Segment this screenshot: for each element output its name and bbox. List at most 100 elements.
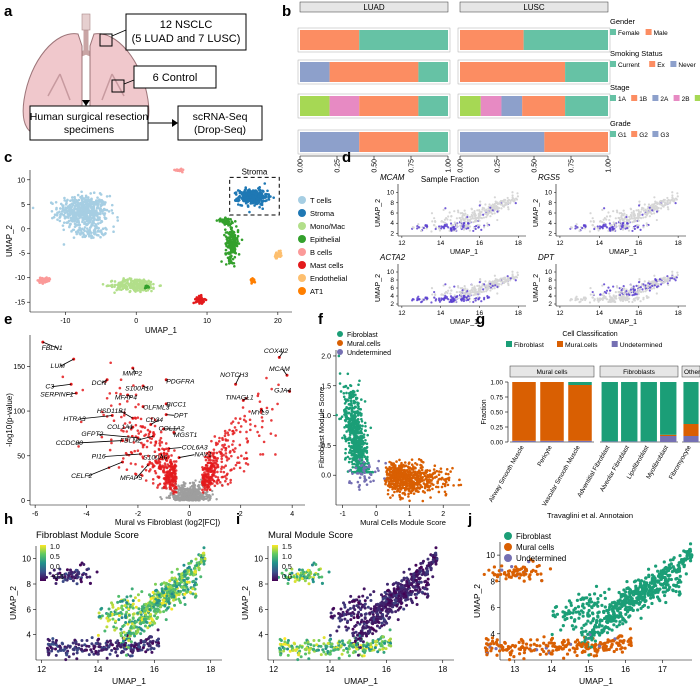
cell-point [675, 276, 678, 279]
gene-point [213, 435, 217, 438]
bar-segment [418, 132, 448, 152]
cell-point [469, 289, 472, 293]
cell-point [444, 207, 447, 210]
cell-point [653, 208, 656, 211]
row-frame [457, 27, 611, 53]
cell-point [653, 284, 656, 287]
cell-point [92, 236, 95, 239]
y-axis-label: UMAP_2 [533, 274, 540, 302]
x-tick-label: 14 [596, 310, 604, 317]
gene-point [230, 422, 233, 425]
gene-point [220, 454, 224, 458]
cell-point [93, 217, 96, 220]
gene-point [169, 480, 173, 483]
gene-point [224, 452, 228, 455]
cell-point [56, 211, 59, 215]
gene-point [109, 404, 113, 407]
cell-point [486, 285, 489, 288]
cell-point [473, 285, 476, 288]
cell-point [84, 200, 87, 204]
cell-point [86, 227, 89, 230]
gene-point [170, 473, 174, 477]
cell-point [225, 231, 229, 234]
gene-point [196, 498, 199, 502]
cell-point [266, 189, 269, 193]
x-axis-label: Mural vs Fibroblast (log2[FC]) [115, 518, 221, 527]
cell-point [503, 198, 506, 201]
cell-point [615, 285, 619, 288]
x-tick-label: 18 [515, 240, 523, 247]
cell-point [150, 289, 153, 293]
cell-point [601, 284, 604, 287]
cell-point [261, 189, 264, 193]
cell-point [629, 288, 633, 291]
y-tick-label: 10 [387, 190, 395, 197]
gene-point [168, 496, 172, 500]
cell-point [625, 213, 628, 217]
gene-point [174, 478, 177, 481]
cell-point [491, 203, 494, 206]
cell-point [446, 291, 449, 295]
cell-point [89, 192, 92, 195]
cell-point [106, 284, 110, 287]
cell-point [589, 287, 592, 290]
gene-point [105, 396, 109, 400]
gene-point [260, 425, 264, 429]
cell-point [596, 225, 599, 228]
gene-label: FBLN1 [42, 345, 63, 352]
cell-point [348, 444, 351, 448]
cell-point [589, 293, 592, 296]
y-tick-label: -10 [15, 275, 25, 282]
cell-point [470, 208, 473, 211]
cell-point [576, 298, 579, 301]
cell-point [132, 284, 136, 287]
x-tick-label: 12 [398, 240, 406, 247]
y-axis-label: -log10(p-value) [5, 393, 14, 447]
gene-point [234, 463, 238, 467]
gene-point [224, 438, 227, 441]
gene-point [226, 482, 230, 486]
cell-point [425, 297, 429, 300]
cell-point [620, 214, 623, 217]
row-frame [457, 93, 611, 119]
box-nsclc-line1: 12 NSCLC [160, 19, 213, 31]
cell-point [455, 225, 459, 228]
cell-point [477, 297, 480, 301]
gene-point [156, 475, 160, 478]
gene-point [231, 443, 234, 446]
cell-point [468, 229, 471, 232]
cell-point [96, 229, 100, 233]
cell-point [253, 201, 256, 204]
gene-point [221, 444, 224, 447]
cell-point [626, 227, 629, 230]
gene-label: COX4I2 [264, 348, 288, 355]
cell-point [486, 222, 489, 225]
gene-point [171, 471, 175, 474]
cell-point [593, 227, 596, 231]
cell-point [637, 281, 641, 284]
cell-point [99, 229, 103, 232]
gene-label: PI16 [92, 453, 106, 460]
gene-label: MFAP5 [120, 475, 142, 482]
gene-point [174, 494, 177, 497]
cell-point [227, 259, 231, 263]
cell-point [482, 288, 485, 291]
cell-point [68, 203, 72, 207]
row-frame [457, 59, 611, 85]
cell-point [116, 216, 119, 219]
gene-point [108, 392, 112, 395]
bar-segment [418, 62, 448, 82]
gene-point [248, 418, 252, 422]
cell-point [621, 228, 625, 231]
gene-label: COL6A3 [182, 445, 208, 452]
cell-point [496, 292, 499, 295]
box-specimens-line2: specimens [64, 124, 114, 136]
cell-point [86, 196, 90, 199]
cell-point [233, 251, 237, 254]
cell-point [56, 218, 59, 221]
cell-point [74, 224, 78, 227]
cell-point [602, 292, 605, 295]
cell-point [618, 220, 622, 223]
